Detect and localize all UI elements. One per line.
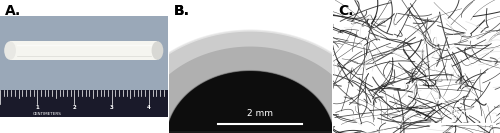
Text: 2: 2 [72,105,76,110]
Ellipse shape [152,41,164,60]
Text: B.: B. [174,4,190,18]
Text: 4: 4 [147,105,151,110]
Ellipse shape [4,41,16,60]
Text: B.: B. [174,4,190,18]
Text: C.: C. [338,4,353,18]
Bar [10,41,158,60]
Text: 3: 3 [110,105,114,110]
Text: 1: 1 [36,105,39,110]
Text: 20μm: 20μm [446,109,468,118]
Bar [333,0,500,16]
Bar [0,90,168,117]
Text: A.: A. [5,4,21,18]
Polygon shape [117,31,384,133]
Bar [169,0,332,16]
Polygon shape [166,70,335,133]
Bar [0,16,168,117]
Text: 2 mm: 2 mm [247,109,273,118]
Text: CENTIMETERS: CENTIMETERS [32,112,62,116]
Polygon shape [132,31,369,97]
